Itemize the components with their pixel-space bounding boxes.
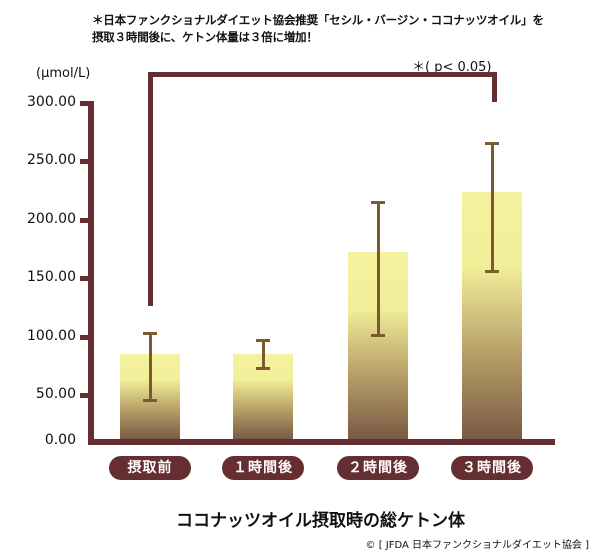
y-tick-label: 250.00 bbox=[27, 152, 76, 169]
significance-bracket-right bbox=[492, 72, 497, 102]
note-line-1: ＊日本ファンクショナルダイエット協会推奨「セシル・バージン・ココナッツオイル」を bbox=[92, 13, 544, 27]
chart-note: ＊日本ファンクショナルダイエット協会推奨「セシル・バージン・ココナッツオイル」を… bbox=[92, 12, 544, 46]
error-bar-cap bbox=[143, 399, 157, 403]
y-tick-mark bbox=[80, 276, 88, 282]
y-axis-line bbox=[88, 101, 94, 445]
y-tick-mark bbox=[80, 217, 88, 223]
error-bar-cap bbox=[371, 334, 385, 338]
significance-bracket-top bbox=[148, 72, 497, 77]
error-bar-cap bbox=[256, 367, 270, 371]
x-category-label: ２時間後 bbox=[337, 456, 419, 480]
y-axis-unit: (μmol/L) bbox=[36, 66, 91, 81]
x-category-label: １時間後 bbox=[222, 456, 304, 480]
error-bar bbox=[376, 202, 380, 336]
chart-title: ココナッツオイル摂取時の総ケトン体 bbox=[176, 511, 465, 531]
y-tick-label: 50.00 bbox=[35, 386, 76, 402]
error-bar-cap bbox=[485, 142, 499, 146]
y-tick-mark bbox=[80, 159, 88, 165]
error-bar-cap bbox=[485, 270, 499, 274]
y-tick-label: 100.00 bbox=[27, 327, 76, 344]
y-tick-mark bbox=[80, 101, 88, 106]
note-line-2: 摂取３時間後に、ケトン体量は３倍に増加！ bbox=[92, 30, 318, 44]
x-category-label: ３時間後 bbox=[451, 456, 533, 480]
error-bar bbox=[261, 340, 265, 369]
error-bar-cap bbox=[143, 332, 157, 336]
credit-text: © [ JFDA 日本ファンクショナルダイエット協会 ] bbox=[365, 540, 589, 551]
significance-bracket-left bbox=[148, 72, 153, 306]
y-tick-label: 0.00 bbox=[44, 432, 76, 448]
error-bar-cap bbox=[256, 339, 270, 343]
error-bar bbox=[148, 333, 152, 401]
y-tick-mark bbox=[80, 393, 88, 398]
y-tick-mark bbox=[80, 334, 88, 340]
y-tick-label: 300.00 bbox=[27, 94, 76, 110]
y-tick-label: 200.00 bbox=[27, 210, 76, 227]
error-bar-cap bbox=[371, 201, 385, 205]
error-bar bbox=[490, 143, 494, 272]
x-axis-line bbox=[88, 439, 555, 445]
significance-annotation: ＊( p< 0.05) bbox=[412, 60, 492, 75]
x-category-label: 摂取前 bbox=[109, 456, 191, 480]
y-tick-label: 150.00 bbox=[27, 269, 76, 286]
